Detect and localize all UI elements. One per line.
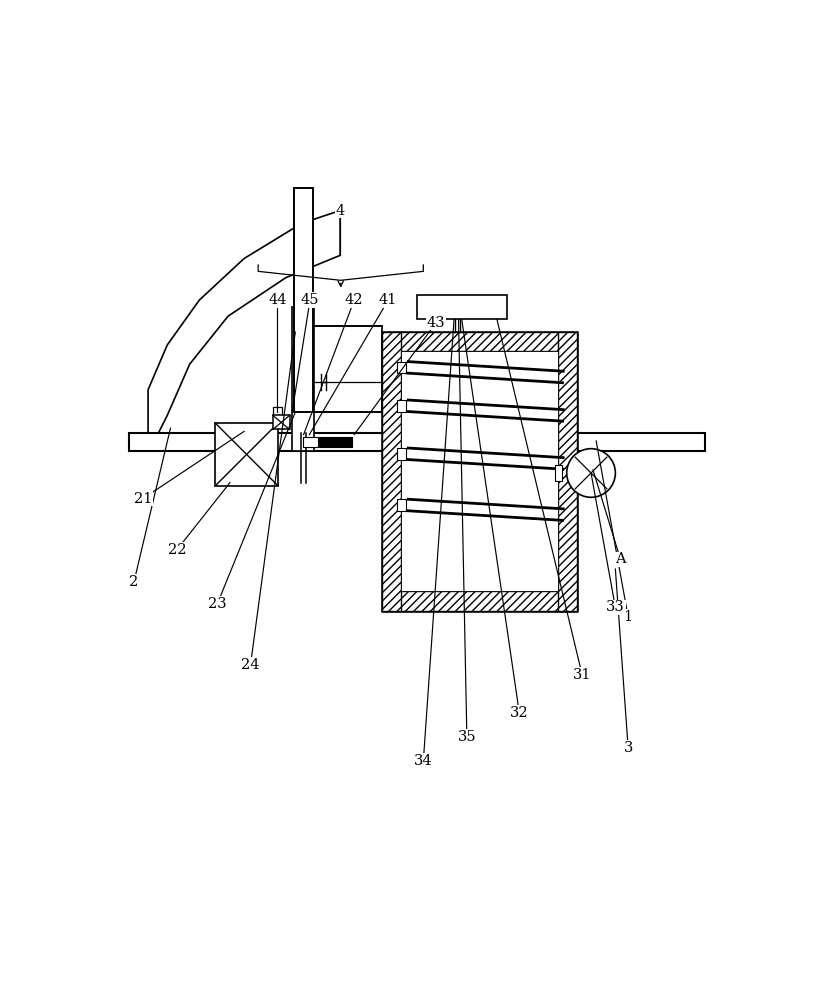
Bar	[382, 591, 577, 611]
Bar	[558, 332, 577, 611]
Text: 2: 2	[130, 575, 139, 589]
Bar	[397, 400, 406, 412]
Text: 3: 3	[624, 741, 633, 755]
Bar	[216, 423, 278, 486]
Bar	[397, 448, 406, 460]
Bar	[401, 351, 558, 591]
Text: 44: 44	[268, 293, 287, 307]
Text: 1: 1	[624, 610, 633, 624]
Text: 22: 22	[168, 543, 186, 557]
Text: 45: 45	[301, 293, 320, 307]
Text: 31: 31	[573, 668, 591, 682]
Bar	[397, 362, 406, 373]
Bar	[382, 332, 577, 611]
Text: 24: 24	[241, 658, 259, 672]
Text: 32: 32	[510, 706, 529, 720]
Bar	[397, 499, 406, 511]
Text: 33: 33	[606, 600, 624, 614]
Bar	[303, 437, 318, 447]
Bar	[292, 307, 315, 451]
Text: 41: 41	[379, 293, 397, 307]
Bar	[129, 433, 705, 451]
Text: 43: 43	[427, 316, 445, 330]
Text: A: A	[615, 552, 626, 566]
Text: 21: 21	[134, 492, 152, 506]
Text: 35: 35	[458, 730, 476, 744]
Bar	[554, 465, 563, 481]
Text: 23: 23	[208, 597, 226, 611]
Circle shape	[567, 449, 615, 497]
Text: 4: 4	[335, 204, 344, 218]
Bar	[273, 407, 282, 415]
Bar	[273, 415, 290, 429]
Bar	[417, 295, 506, 319]
Bar	[382, 332, 401, 611]
Text: 42: 42	[345, 293, 363, 307]
Bar	[313, 326, 382, 412]
Bar	[319, 437, 352, 447]
Text: 34: 34	[414, 754, 433, 768]
Bar	[382, 332, 577, 351]
Bar	[294, 188, 313, 412]
